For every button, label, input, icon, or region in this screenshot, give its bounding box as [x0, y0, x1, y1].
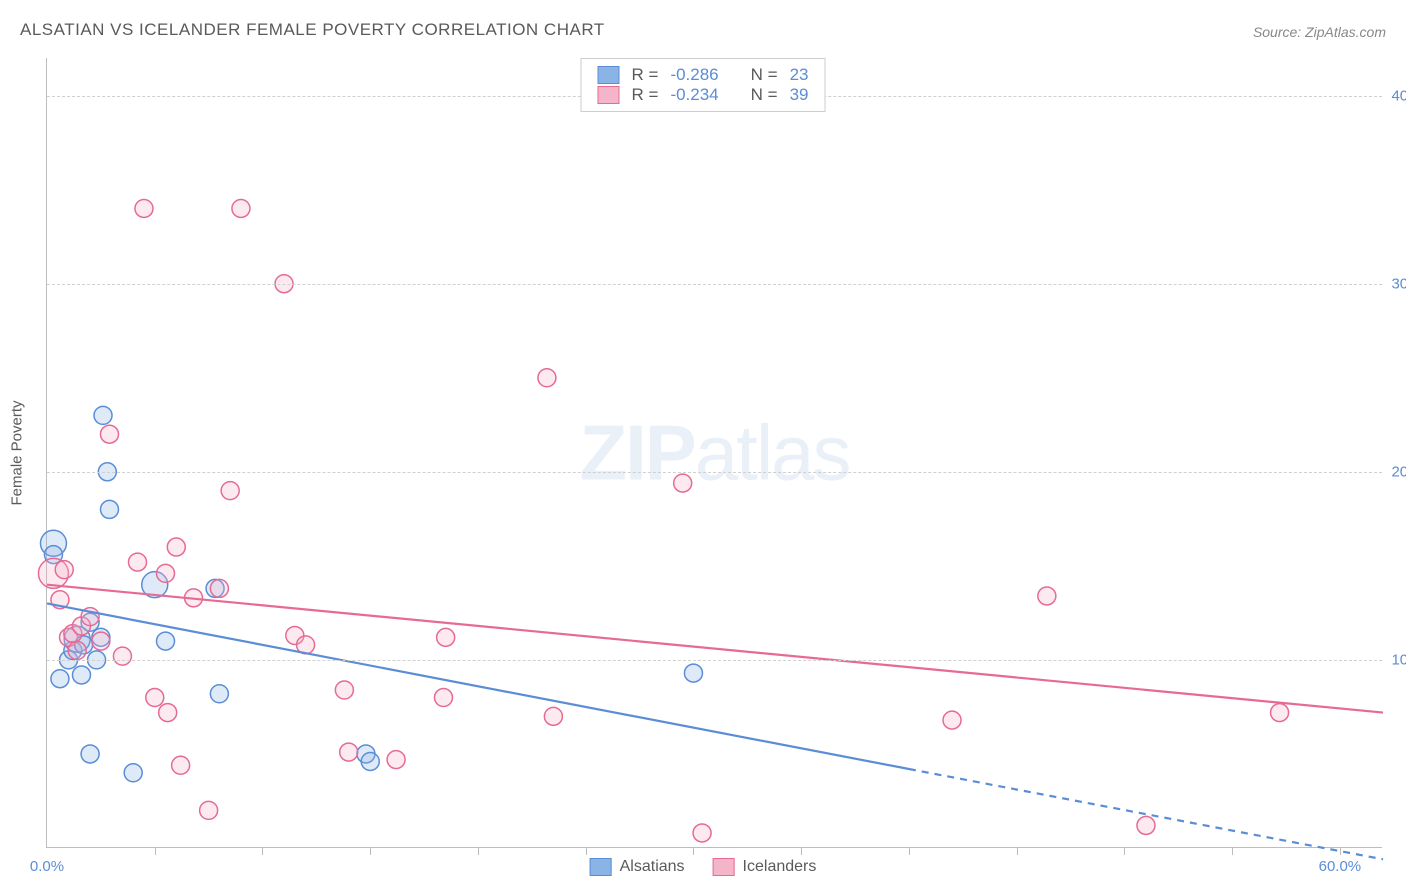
legend-series: Alsatians Icelanders: [590, 858, 817, 876]
data-point-icelanders: [943, 711, 961, 729]
trend-line-icelanders: [47, 585, 1383, 713]
data-point-icelanders: [172, 756, 190, 774]
xtick: [693, 847, 694, 855]
data-point-icelanders: [146, 689, 164, 707]
legend-r-value-icelanders: -0.234: [670, 85, 718, 105]
gridline: [47, 284, 1382, 285]
plot-area: Female Poverty ZIPatlas 10.0%20.0%30.0%4…: [46, 58, 1382, 848]
xtick: [1017, 847, 1018, 855]
data-point-icelanders: [157, 564, 175, 582]
xtick: [801, 847, 802, 855]
data-point-icelanders: [387, 751, 405, 769]
data-point-alsatians: [361, 752, 379, 770]
data-point-icelanders: [159, 704, 177, 722]
legend-n-prefix: N =: [751, 65, 778, 85]
ytick-label: 10.0%: [1391, 651, 1406, 668]
data-point-icelanders: [674, 474, 692, 492]
xtick: [262, 847, 263, 855]
data-point-icelanders: [335, 681, 353, 699]
source-attribution: Source: ZipAtlas.com: [1253, 24, 1386, 40]
data-point-alsatians: [51, 670, 69, 688]
data-point-icelanders: [1271, 704, 1289, 722]
xtick: [1340, 847, 1341, 855]
legend-correlation: R = -0.286 N = 23 R = -0.234 N = 39: [581, 58, 826, 112]
data-point-icelanders: [340, 743, 358, 761]
legend-swatch-alsatians: [598, 66, 620, 84]
trend-line-alsatians: [47, 603, 909, 769]
data-point-icelanders: [437, 628, 455, 646]
data-point-alsatians: [94, 406, 112, 424]
data-point-alsatians: [100, 500, 118, 518]
data-point-icelanders: [167, 538, 185, 556]
data-point-alsatians: [157, 632, 175, 650]
legend-n-value-alsatians: 23: [790, 65, 809, 85]
data-point-icelanders: [1137, 816, 1155, 834]
legend-r-value-alsatians: -0.286: [670, 65, 718, 85]
gridline: [47, 472, 1382, 473]
data-point-icelanders: [113, 647, 131, 665]
data-point-icelanders: [544, 707, 562, 725]
legend-item-alsatians: Alsatians: [590, 858, 685, 876]
xtick: [909, 847, 910, 855]
trend-line-ext-alsatians: [909, 769, 1383, 859]
data-point-icelanders: [538, 369, 556, 387]
legend-n-prefix: N =: [751, 85, 778, 105]
ytick-label: 40.0%: [1391, 87, 1406, 104]
data-point-alsatians: [210, 685, 228, 703]
xtick: [1232, 847, 1233, 855]
data-point-icelanders: [200, 801, 218, 819]
xtick: [370, 847, 371, 855]
data-point-alsatians: [124, 764, 142, 782]
legend-label-alsatians: Alsatians: [620, 858, 685, 876]
ytick-label: 20.0%: [1391, 463, 1406, 480]
xtick: [478, 847, 479, 855]
data-point-alsatians: [684, 664, 702, 682]
chart-title: ALSATIAN VS ICELANDER FEMALE POVERTY COR…: [20, 20, 605, 40]
xtick: [1124, 847, 1125, 855]
legend-n-value-icelanders: 39: [790, 85, 809, 105]
data-point-icelanders: [92, 632, 110, 650]
data-point-icelanders: [135, 199, 153, 217]
legend-label-icelanders: Icelanders: [743, 858, 817, 876]
data-point-icelanders: [1038, 587, 1056, 605]
legend-row-alsatians: R = -0.286 N = 23: [598, 65, 809, 85]
gridline: [47, 660, 1382, 661]
data-point-icelanders: [100, 425, 118, 443]
xtick-label: 60.0%: [1319, 858, 1362, 875]
legend-swatch-icelanders: [598, 86, 620, 104]
data-point-icelanders: [68, 642, 86, 660]
xtick-label: 0.0%: [30, 858, 64, 875]
data-point-icelanders: [55, 561, 73, 579]
data-point-icelanders: [210, 579, 228, 597]
data-point-icelanders: [221, 482, 239, 500]
legend-swatch-icelanders-bottom: [713, 858, 735, 876]
chart-svg: [47, 58, 1382, 847]
data-point-alsatians: [72, 666, 90, 684]
data-point-icelanders: [693, 824, 711, 842]
xtick: [586, 847, 587, 855]
legend-swatch-alsatians-bottom: [590, 858, 612, 876]
data-point-icelanders: [232, 199, 250, 217]
legend-r-prefix: R =: [632, 65, 659, 85]
y-axis-label: Female Poverty: [9, 400, 26, 505]
data-point-icelanders: [129, 553, 147, 571]
legend-item-icelanders: Icelanders: [713, 858, 817, 876]
legend-r-prefix: R =: [632, 85, 659, 105]
xtick: [155, 847, 156, 855]
ytick-label: 30.0%: [1391, 275, 1406, 292]
legend-row-icelanders: R = -0.234 N = 39: [598, 85, 809, 105]
data-point-alsatians: [81, 745, 99, 763]
data-point-icelanders: [434, 689, 452, 707]
